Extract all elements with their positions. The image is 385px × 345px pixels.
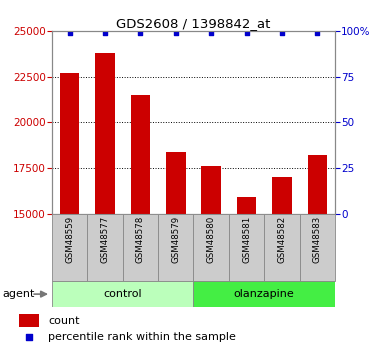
Point: [243, 30, 249, 36]
Text: GSM48559: GSM48559: [65, 216, 74, 263]
Text: agent: agent: [2, 289, 34, 299]
Bar: [264, 214, 300, 281]
Point: [314, 30, 320, 36]
Text: GSM48578: GSM48578: [136, 216, 145, 263]
Text: control: control: [104, 289, 142, 299]
Title: GDS2608 / 1398842_at: GDS2608 / 1398842_at: [116, 17, 271, 30]
Bar: [60, 73, 79, 214]
Point: [26, 335, 32, 340]
Point: [279, 30, 285, 36]
Text: GSM48579: GSM48579: [171, 216, 180, 263]
Bar: [193, 214, 229, 281]
Bar: [87, 214, 123, 281]
Bar: [19, 314, 39, 327]
Point: [102, 30, 108, 36]
Bar: [52, 214, 87, 281]
Bar: [229, 214, 264, 281]
Point: [173, 30, 179, 36]
Text: count: count: [49, 316, 80, 326]
Point: [67, 30, 73, 36]
Bar: [166, 152, 186, 214]
Text: GSM48580: GSM48580: [207, 216, 216, 263]
Text: GSM48582: GSM48582: [277, 216, 286, 263]
Text: GSM48583: GSM48583: [313, 216, 322, 263]
Point: [208, 30, 214, 36]
Bar: [308, 155, 327, 214]
Bar: [300, 214, 335, 281]
Point: [137, 30, 144, 36]
Bar: [123, 214, 158, 281]
Bar: [201, 166, 221, 214]
Text: olanzapine: olanzapine: [234, 289, 295, 299]
Bar: [52, 281, 193, 307]
Bar: [158, 214, 193, 281]
Bar: [272, 177, 291, 214]
Text: GSM48577: GSM48577: [100, 216, 110, 263]
Bar: [95, 53, 115, 214]
Bar: [237, 197, 256, 214]
Text: percentile rank within the sample: percentile rank within the sample: [49, 333, 236, 342]
Bar: [193, 281, 335, 307]
Text: GSM48581: GSM48581: [242, 216, 251, 263]
Bar: [131, 95, 150, 214]
